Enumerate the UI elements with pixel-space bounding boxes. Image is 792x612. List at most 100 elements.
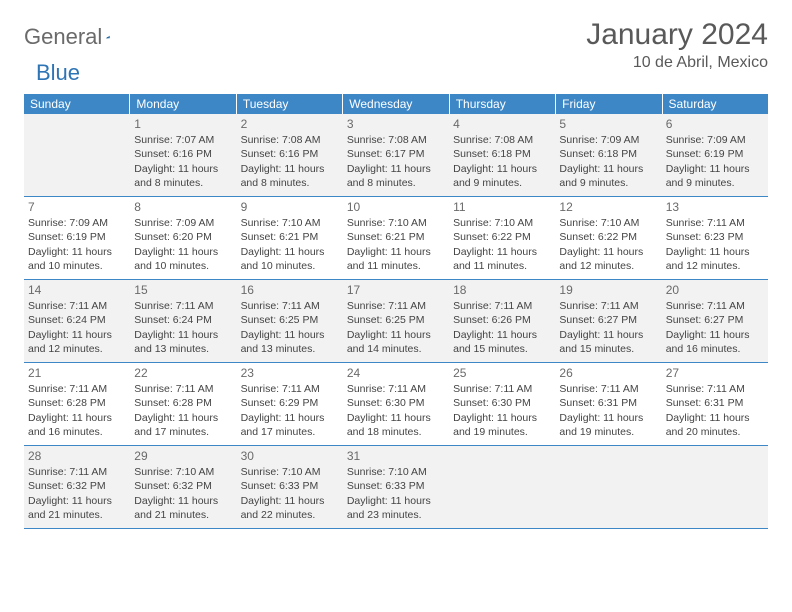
- day-detail-line: Sunrise: 7:11 AM: [453, 299, 551, 313]
- day-detail-line: Daylight: 11 hours and 12 minutes.: [28, 328, 126, 356]
- day-detail-line: Daylight: 11 hours and 21 minutes.: [28, 494, 126, 522]
- day-detail-line: Daylight: 11 hours and 9 minutes.: [453, 162, 551, 190]
- day-detail-line: Sunset: 6:27 PM: [559, 313, 657, 327]
- day-number: 12: [559, 199, 657, 215]
- day-number: 11: [453, 199, 551, 215]
- day-detail-line: Sunset: 6:31 PM: [666, 396, 764, 410]
- day-cell: 8Sunrise: 7:09 AMSunset: 6:20 PMDaylight…: [130, 197, 236, 279]
- day-detail-line: Daylight: 11 hours and 10 minutes.: [28, 245, 126, 273]
- day-detail-line: Sunset: 6:17 PM: [347, 147, 445, 161]
- day-detail-line: Sunrise: 7:11 AM: [666, 299, 764, 313]
- day-detail-line: Daylight: 11 hours and 8 minutes.: [241, 162, 339, 190]
- weekday-header: Monday: [130, 94, 236, 114]
- day-cell: 19Sunrise: 7:11 AMSunset: 6:27 PMDayligh…: [555, 280, 661, 362]
- day-number: 26: [559, 365, 657, 381]
- day-detail-line: Sunset: 6:33 PM: [241, 479, 339, 493]
- day-detail-line: Sunrise: 7:08 AM: [347, 133, 445, 147]
- day-detail-line: Sunrise: 7:11 AM: [241, 299, 339, 313]
- day-detail-line: Sunrise: 7:10 AM: [453, 216, 551, 230]
- logo: General: [24, 18, 130, 50]
- day-detail-line: Daylight: 11 hours and 21 minutes.: [134, 494, 232, 522]
- day-detail-line: Daylight: 11 hours and 12 minutes.: [559, 245, 657, 273]
- weekday-header: Sunday: [24, 94, 130, 114]
- day-detail-line: Daylight: 11 hours and 19 minutes.: [559, 411, 657, 439]
- day-detail-line: Daylight: 11 hours and 22 minutes.: [241, 494, 339, 522]
- day-number: 25: [453, 365, 551, 381]
- day-detail-line: Sunrise: 7:11 AM: [28, 382, 126, 396]
- day-cell: 25Sunrise: 7:11 AMSunset: 6:30 PMDayligh…: [449, 363, 555, 445]
- day-cell: 24Sunrise: 7:11 AMSunset: 6:30 PMDayligh…: [343, 363, 449, 445]
- day-detail-line: Daylight: 11 hours and 15 minutes.: [559, 328, 657, 356]
- day-number: 5: [559, 116, 657, 132]
- logo-text-general: General: [24, 24, 102, 50]
- weekday-header: Thursday: [450, 94, 556, 114]
- day-number: 29: [134, 448, 232, 464]
- day-detail-line: Sunrise: 7:10 AM: [241, 465, 339, 479]
- day-detail-line: Sunset: 6:25 PM: [241, 313, 339, 327]
- day-detail-line: Sunrise: 7:11 AM: [134, 382, 232, 396]
- day-cell: 13Sunrise: 7:11 AMSunset: 6:23 PMDayligh…: [662, 197, 768, 279]
- day-cell: 20Sunrise: 7:11 AMSunset: 6:27 PMDayligh…: [662, 280, 768, 362]
- day-number: 21: [28, 365, 126, 381]
- location-text: 10 de Abril, Mexico: [586, 54, 768, 72]
- day-cell: 4Sunrise: 7:08 AMSunset: 6:18 PMDaylight…: [449, 114, 555, 196]
- day-cell: 30Sunrise: 7:10 AMSunset: 6:33 PMDayligh…: [237, 446, 343, 528]
- day-number: 24: [347, 365, 445, 381]
- day-detail-line: Daylight: 11 hours and 16 minutes.: [28, 411, 126, 439]
- week-row: 21Sunrise: 7:11 AMSunset: 6:28 PMDayligh…: [24, 363, 768, 446]
- day-number: 17: [347, 282, 445, 298]
- day-cell: 18Sunrise: 7:11 AMSunset: 6:26 PMDayligh…: [449, 280, 555, 362]
- day-detail-line: Daylight: 11 hours and 15 minutes.: [453, 328, 551, 356]
- day-detail-line: Daylight: 11 hours and 16 minutes.: [666, 328, 764, 356]
- week-row: 14Sunrise: 7:11 AMSunset: 6:24 PMDayligh…: [24, 280, 768, 363]
- day-number: 20: [666, 282, 764, 298]
- day-detail-line: Daylight: 11 hours and 12 minutes.: [666, 245, 764, 273]
- day-number: 18: [453, 282, 551, 298]
- day-detail-line: Sunrise: 7:10 AM: [559, 216, 657, 230]
- day-detail-line: Sunset: 6:30 PM: [347, 396, 445, 410]
- day-detail-line: Daylight: 11 hours and 9 minutes.: [666, 162, 764, 190]
- day-detail-line: Sunset: 6:19 PM: [28, 230, 126, 244]
- logo-text-blue: Blue: [36, 60, 80, 86]
- day-number: 16: [241, 282, 339, 298]
- day-detail-line: Sunset: 6:30 PM: [453, 396, 551, 410]
- day-cell: 23Sunrise: 7:11 AMSunset: 6:29 PMDayligh…: [237, 363, 343, 445]
- day-cell: 14Sunrise: 7:11 AMSunset: 6:24 PMDayligh…: [24, 280, 130, 362]
- day-detail-line: Sunrise: 7:11 AM: [28, 299, 126, 313]
- day-cell: 9Sunrise: 7:10 AMSunset: 6:21 PMDaylight…: [237, 197, 343, 279]
- day-cell: 21Sunrise: 7:11 AMSunset: 6:28 PMDayligh…: [24, 363, 130, 445]
- day-detail-line: Sunrise: 7:10 AM: [134, 465, 232, 479]
- day-detail-line: Sunrise: 7:11 AM: [666, 382, 764, 396]
- day-number: 15: [134, 282, 232, 298]
- weekday-header-row: SundayMondayTuesdayWednesdayThursdayFrid…: [24, 94, 768, 114]
- day-number: 27: [666, 365, 764, 381]
- day-detail-line: Sunset: 6:19 PM: [666, 147, 764, 161]
- day-detail-line: Sunrise: 7:07 AM: [134, 133, 232, 147]
- day-detail-line: Sunrise: 7:11 AM: [134, 299, 232, 313]
- day-cell: 22Sunrise: 7:11 AMSunset: 6:28 PMDayligh…: [130, 363, 236, 445]
- day-number: 9: [241, 199, 339, 215]
- day-detail-line: Sunrise: 7:10 AM: [347, 465, 445, 479]
- day-detail-line: Sunrise: 7:11 AM: [453, 382, 551, 396]
- day-detail-line: Daylight: 11 hours and 10 minutes.: [134, 245, 232, 273]
- day-detail-line: Sunset: 6:29 PM: [241, 396, 339, 410]
- day-number: 23: [241, 365, 339, 381]
- day-cell: 28Sunrise: 7:11 AMSunset: 6:32 PMDayligh…: [24, 446, 130, 528]
- day-detail-line: Daylight: 11 hours and 17 minutes.: [134, 411, 232, 439]
- day-cell: 26Sunrise: 7:11 AMSunset: 6:31 PMDayligh…: [555, 363, 661, 445]
- day-cell: 17Sunrise: 7:11 AMSunset: 6:25 PMDayligh…: [343, 280, 449, 362]
- day-detail-line: Daylight: 11 hours and 13 minutes.: [241, 328, 339, 356]
- day-detail-line: Daylight: 11 hours and 19 minutes.: [453, 411, 551, 439]
- day-detail-line: Sunset: 6:26 PM: [453, 313, 551, 327]
- day-detail-line: Sunset: 6:18 PM: [453, 147, 551, 161]
- day-detail-line: Sunset: 6:23 PM: [666, 230, 764, 244]
- day-number: 2: [241, 116, 339, 132]
- logo-triangle-icon: [106, 28, 110, 46]
- day-cell: 3Sunrise: 7:08 AMSunset: 6:17 PMDaylight…: [343, 114, 449, 196]
- day-detail-line: Sunset: 6:22 PM: [453, 230, 551, 244]
- day-number: 1: [134, 116, 232, 132]
- day-detail-line: Sunrise: 7:11 AM: [347, 299, 445, 313]
- day-number: 3: [347, 116, 445, 132]
- day-detail-line: Sunset: 6:31 PM: [559, 396, 657, 410]
- day-detail-line: Sunset: 6:28 PM: [28, 396, 126, 410]
